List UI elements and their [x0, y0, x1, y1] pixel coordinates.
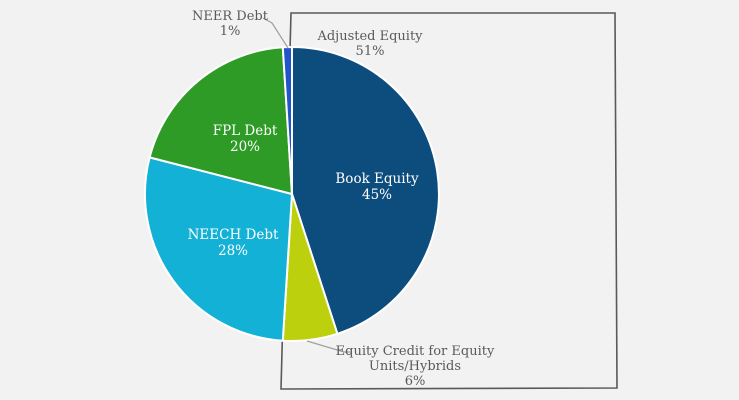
pie-label-neech-debt: NEECH Debt 28% — [188, 227, 279, 259]
pie-slice-book-equity — [291, 46, 440, 335]
pie-slice-neech-debt — [144, 156, 293, 342]
adjusted-equity-label-text: Adjusted Equity — [317, 29, 423, 44]
equity-credit-label-pct: 6% — [404, 374, 426, 389]
adjusted-equity-label-pct: 51% — [355, 44, 385, 59]
pie-inside-labels: Book Equity 45% NEECH Debt 28% FPL Debt 20% — [188, 123, 419, 259]
equity-credit-label-line1: Equity Credit for Equity — [335, 344, 495, 359]
neer-debt-label-pct: 1% — [219, 24, 241, 39]
pie-slices — [144, 46, 440, 342]
equity-credit-leader-line — [306, 340, 352, 353]
neer-debt-label: NEER Debt 1% — [160, 9, 300, 39]
equity-credit-label-line2: Units/Hybrids — [368, 359, 462, 374]
neer-debt-label-text: NEER Debt — [192, 9, 268, 24]
pie-label-fpl-debt: FPL Debt 20% — [213, 123, 278, 155]
neer-debt-leader-line — [262, 17, 289, 49]
equity-credit-label: Equity Credit for Equity Units/Hybrids 6… — [325, 344, 505, 389]
pie-slice-fpl-debt — [148, 46, 293, 195]
adjusted-equity-label: Adjusted Equity 51% — [300, 29, 440, 59]
pie-label-book-equity: Book Equity 45% — [335, 171, 419, 203]
